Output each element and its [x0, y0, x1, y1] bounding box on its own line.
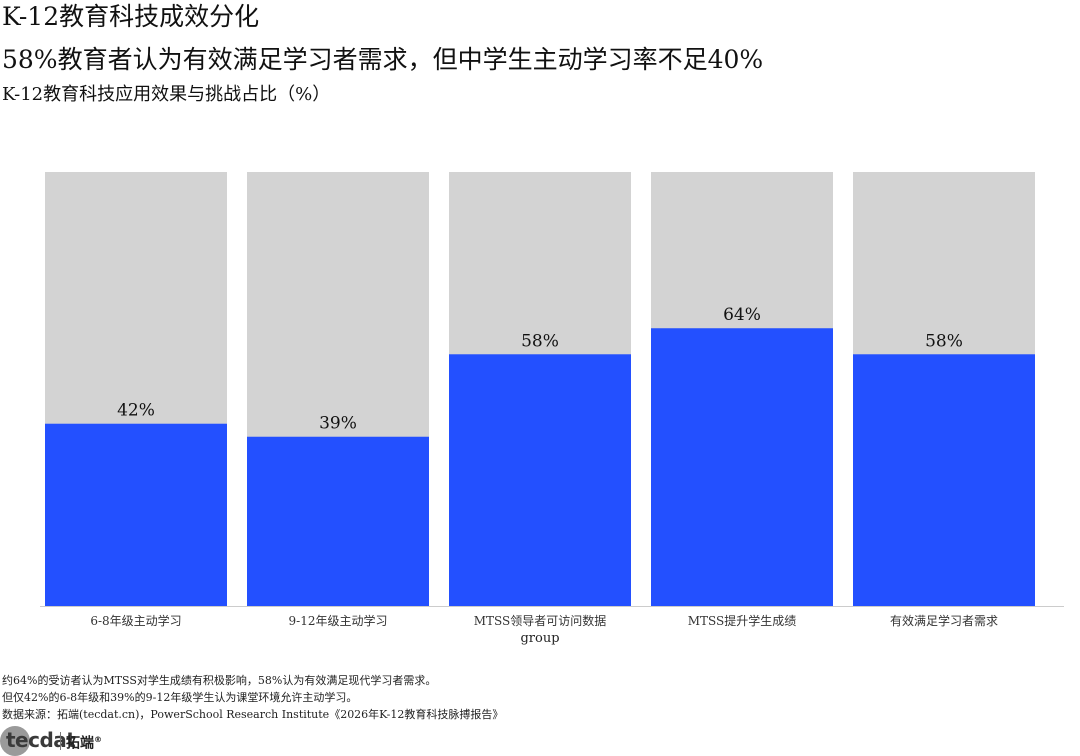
- bar: [247, 436, 429, 606]
- chart-subtitle: 58%教育者认为有效满足学习者需求，但中学生主动学习率不足40%: [2, 45, 764, 74]
- footnote-2: 但仅42%的6-8年级和39%的9-12年级学生认为课堂环境允许主动学习。: [2, 691, 358, 704]
- data-label: 58%: [925, 331, 963, 351]
- x-axis-label: group: [520, 631, 559, 646]
- data-label: 39%: [319, 414, 357, 434]
- footnote-source: 数据来源：拓端(tecdat.cn)，PowerSchool Research …: [2, 708, 504, 721]
- footnote-1: 约64%的受访者认为MTSS对学生成绩有积极影响，58%认为有效满足现代学习者需…: [2, 674, 437, 687]
- footnotes: 约64%的受访者认为MTSS对学生成绩有积极影响，58%认为有效满足现代学习者需…: [2, 672, 503, 723]
- x-tick-label: MTSS领导者可访问数据: [474, 613, 607, 628]
- data-label: 42%: [117, 401, 155, 421]
- x-tick-label: 6-8年级主动学习: [90, 613, 181, 628]
- tecdat-logo: tecdat 拓端®: [0, 724, 200, 756]
- logo-text: tecdat: [6, 728, 76, 752]
- bar: [45, 423, 227, 606]
- bar: [449, 354, 631, 606]
- logo-divider: [60, 732, 61, 750]
- bar: [853, 354, 1035, 606]
- chart-title: K-12教育科技成效分化: [2, 2, 260, 31]
- logo-cn-text: 拓端®: [66, 735, 102, 752]
- logo-circle-icon: [0, 726, 30, 756]
- x-tick-label: 9-12年级主动学习: [289, 613, 388, 628]
- x-tick-label: 有效满足学习者需求: [890, 613, 998, 628]
- bar-chart: 42% 6-8年级主动学习 39% 9-12年级主动学习 58% MTSS领导者可访问数据…: [40, 172, 1064, 646]
- bar: [651, 328, 833, 606]
- chart-caption: K-12教育科技应用效果与挑战占比（%）: [2, 84, 331, 105]
- data-label: 58%: [521, 331, 559, 351]
- data-label: 64%: [723, 305, 761, 325]
- x-tick-label: MTSS提升学生成绩: [688, 613, 797, 628]
